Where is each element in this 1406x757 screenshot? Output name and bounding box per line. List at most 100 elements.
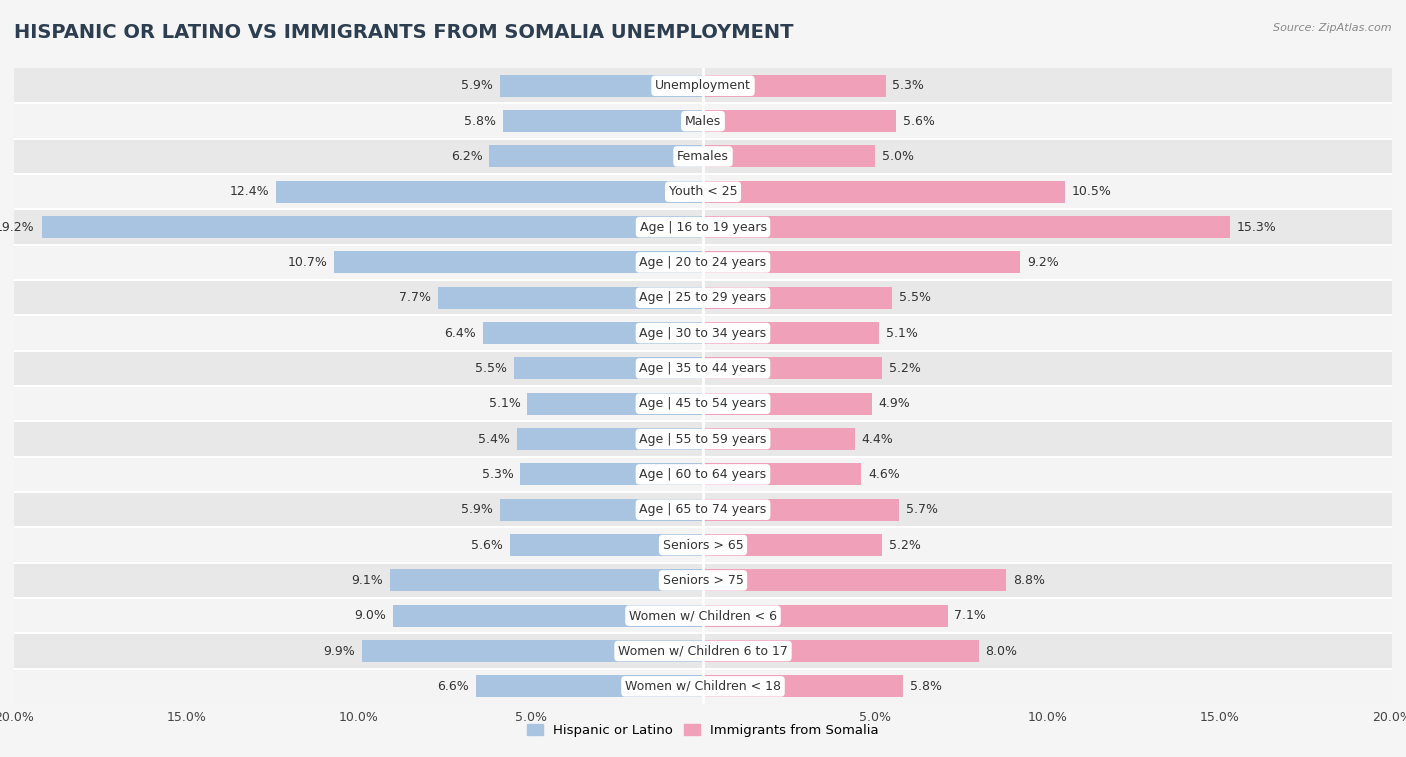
Text: 6.6%: 6.6% [437,680,468,693]
Bar [510,534,703,556]
Bar [14,634,1392,668]
Bar [703,463,862,485]
Bar [14,104,1392,139]
Text: 9.9%: 9.9% [323,644,356,658]
Text: Females: Females [678,150,728,163]
Bar [335,251,703,273]
Text: 5.5%: 5.5% [900,291,931,304]
Text: Age | 55 to 59 years: Age | 55 to 59 years [640,432,766,446]
Bar [703,145,875,167]
Text: 5.3%: 5.3% [893,79,924,92]
Text: Women w/ Children < 6: Women w/ Children < 6 [628,609,778,622]
Text: Seniors > 75: Seniors > 75 [662,574,744,587]
Text: 5.1%: 5.1% [488,397,520,410]
Bar [703,569,1007,591]
Text: 19.2%: 19.2% [0,220,35,234]
Text: 5.6%: 5.6% [903,114,935,128]
Text: 5.2%: 5.2% [889,362,921,375]
Bar [14,528,1392,562]
Text: 5.3%: 5.3% [482,468,513,481]
Bar [499,499,703,521]
Text: Source: ZipAtlas.com: Source: ZipAtlas.com [1274,23,1392,33]
Bar [703,534,882,556]
Bar [14,598,1392,634]
Text: 5.0%: 5.0% [882,150,914,163]
Bar [703,357,882,379]
Text: 8.8%: 8.8% [1012,574,1045,587]
Bar [475,675,703,697]
Text: HISPANIC OR LATINO VS IMMIGRANTS FROM SOMALIA UNEMPLOYMENT: HISPANIC OR LATINO VS IMMIGRANTS FROM SO… [14,23,793,42]
Text: 5.6%: 5.6% [471,538,503,552]
Text: Age | 16 to 19 years: Age | 16 to 19 years [640,220,766,234]
Text: 5.9%: 5.9% [461,79,494,92]
Bar [42,217,703,238]
Bar [703,111,896,132]
Text: 5.2%: 5.2% [889,538,921,552]
Text: Women w/ Children < 18: Women w/ Children < 18 [626,680,780,693]
Bar [703,287,893,309]
Text: Age | 25 to 29 years: Age | 25 to 29 years [640,291,766,304]
Bar [14,492,1392,528]
Text: 10.7%: 10.7% [288,256,328,269]
Text: Age | 35 to 44 years: Age | 35 to 44 years [640,362,766,375]
Text: 12.4%: 12.4% [229,185,269,198]
Bar [482,322,703,344]
Bar [703,75,886,97]
Bar [14,562,1392,598]
Text: 5.4%: 5.4% [478,432,510,446]
Text: 10.5%: 10.5% [1071,185,1112,198]
Text: 5.8%: 5.8% [464,114,496,128]
Text: 6.2%: 6.2% [451,150,482,163]
Bar [703,675,903,697]
Text: 5.8%: 5.8% [910,680,942,693]
Bar [14,280,1392,316]
Bar [14,174,1392,210]
Text: 4.9%: 4.9% [879,397,911,410]
Bar [14,668,1392,704]
Text: Age | 20 to 24 years: Age | 20 to 24 years [640,256,766,269]
Bar [703,605,948,627]
Bar [703,393,872,415]
Bar [703,217,1230,238]
Bar [361,640,703,662]
Bar [389,569,703,591]
Text: Youth < 25: Youth < 25 [669,185,737,198]
Text: 9.1%: 9.1% [352,574,382,587]
Text: Unemployment: Unemployment [655,79,751,92]
Text: Age | 45 to 54 years: Age | 45 to 54 years [640,397,766,410]
Text: Seniors > 65: Seniors > 65 [662,538,744,552]
Bar [14,350,1392,386]
Text: 5.9%: 5.9% [461,503,494,516]
Legend: Hispanic or Latino, Immigrants from Somalia: Hispanic or Latino, Immigrants from Soma… [522,718,884,742]
Text: 8.0%: 8.0% [986,644,1018,658]
Bar [499,75,703,97]
Text: 5.7%: 5.7% [907,503,938,516]
Bar [14,316,1392,350]
Bar [703,499,900,521]
Bar [703,322,879,344]
Bar [520,463,703,485]
Text: 9.2%: 9.2% [1026,256,1059,269]
Text: Women w/ Children 6 to 17: Women w/ Children 6 to 17 [619,644,787,658]
Text: 6.4%: 6.4% [444,326,475,340]
Bar [703,640,979,662]
Text: 15.3%: 15.3% [1237,220,1277,234]
Bar [527,393,703,415]
Bar [392,605,703,627]
Bar [276,181,703,203]
Bar [14,68,1392,104]
Bar [14,245,1392,280]
Bar [513,357,703,379]
Text: Age | 60 to 64 years: Age | 60 to 64 years [640,468,766,481]
Text: 5.1%: 5.1% [886,326,918,340]
Text: 4.4%: 4.4% [862,432,893,446]
Text: 4.6%: 4.6% [869,468,900,481]
Bar [14,386,1392,422]
Bar [14,139,1392,174]
Bar [489,145,703,167]
Bar [503,111,703,132]
Text: 9.0%: 9.0% [354,609,387,622]
Bar [517,428,703,450]
Text: 7.1%: 7.1% [955,609,987,622]
Text: Males: Males [685,114,721,128]
